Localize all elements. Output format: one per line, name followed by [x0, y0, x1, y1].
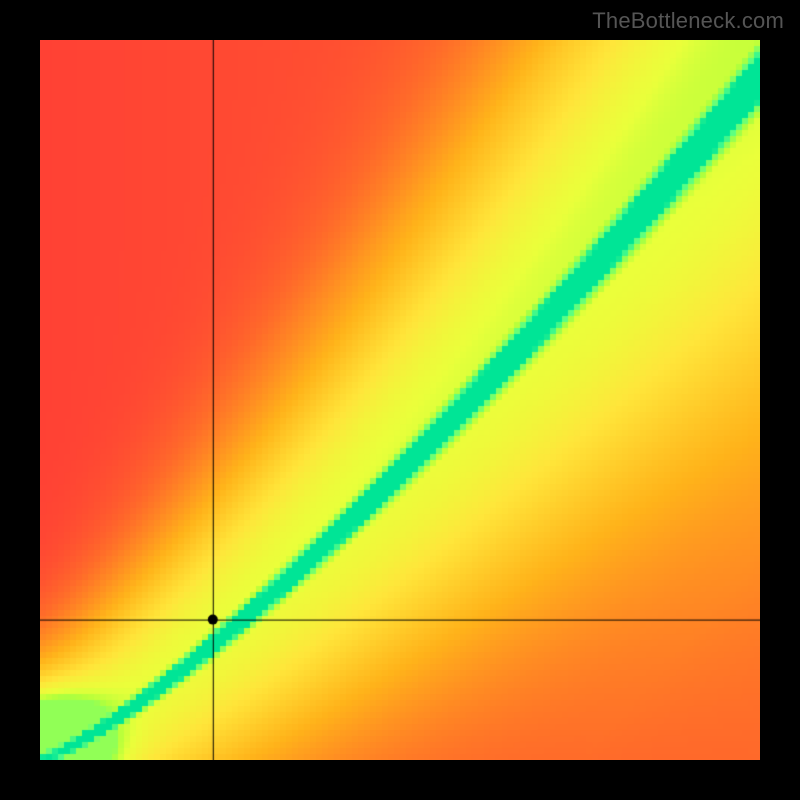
watermark-text: TheBottleneck.com	[592, 8, 784, 34]
overlay-canvas	[40, 40, 760, 760]
plot-area	[40, 40, 760, 760]
chart-container: TheBottleneck.com	[0, 0, 800, 800]
